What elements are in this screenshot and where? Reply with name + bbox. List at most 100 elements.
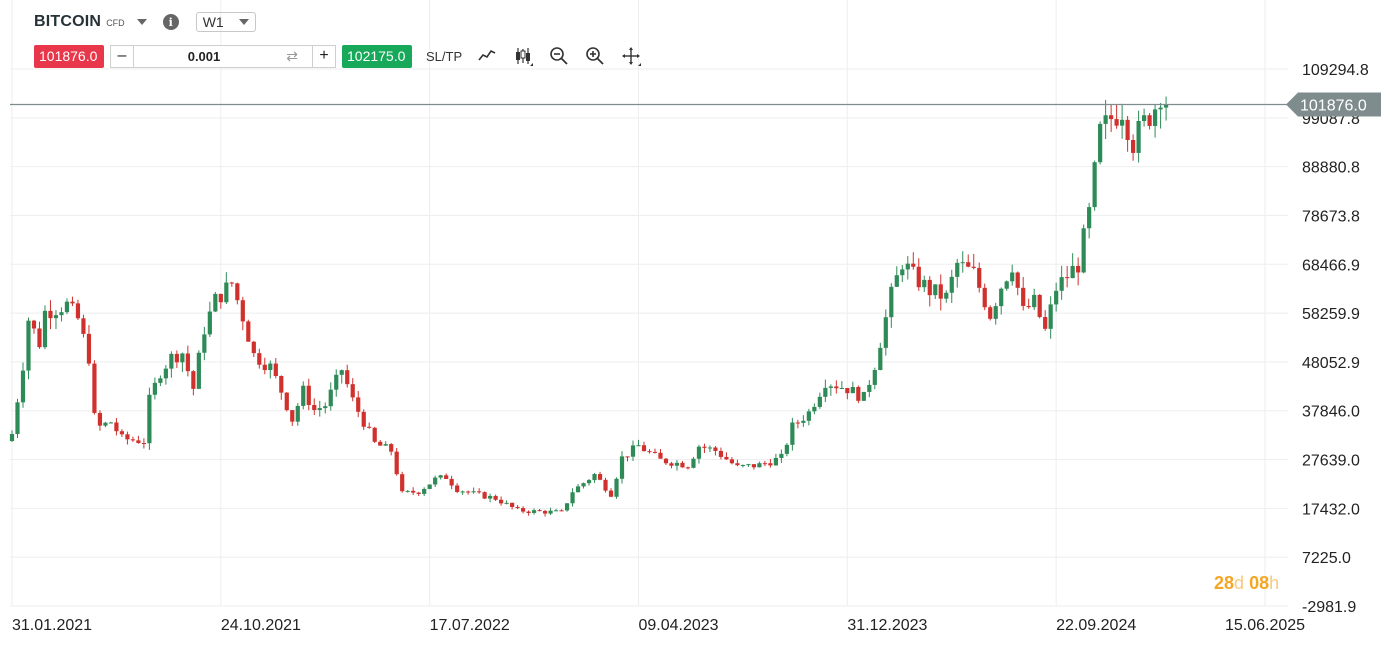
candle-body	[1109, 115, 1114, 120]
candlestick-icon[interactable]	[512, 45, 534, 67]
candle-body	[916, 266, 921, 288]
candle-body	[328, 389, 333, 407]
candle-down	[361, 409, 366, 430]
candle-down	[191, 370, 196, 396]
swap-icon[interactable]: ⇄	[286, 47, 298, 64]
buy-button[interactable]: 102175.0	[342, 44, 412, 68]
candle-up	[317, 400, 322, 417]
increase-quantity-button[interactable]: +	[319, 47, 329, 64]
candle-body	[542, 511, 548, 514]
candle-body	[97, 412, 103, 426]
candle-body	[1125, 119, 1130, 141]
candle-up	[20, 362, 26, 408]
sell-button[interactable]: 101876.0	[34, 44, 104, 68]
candle-body	[207, 311, 212, 335]
candle-up	[949, 269, 954, 304]
quantity-input[interactable]: 0.001 ⇄	[133, 45, 313, 67]
candle-up	[59, 307, 64, 322]
candle-body	[64, 301, 70, 313]
candle-body	[1043, 317, 1048, 329]
candle-up	[1098, 121, 1103, 165]
candle-body	[1087, 207, 1092, 229]
candle-down	[685, 466, 691, 470]
candle-body	[31, 320, 37, 329]
candle-body	[900, 269, 905, 276]
candle-body	[152, 382, 157, 395]
candle-down	[400, 471, 405, 493]
quantity-value: 0.001	[187, 48, 221, 64]
candle-down	[927, 276, 932, 307]
candle-body	[196, 352, 201, 389]
candle-down	[520, 506, 526, 514]
x-tick-label: 17.07.2022	[430, 617, 510, 634]
candle-body	[779, 453, 784, 458]
candle-body	[531, 510, 537, 513]
candle-down	[229, 281, 234, 287]
candle-body	[707, 447, 713, 449]
candle-body	[553, 510, 559, 512]
zoom-in-icon[interactable]	[584, 45, 606, 67]
sltp-button[interactable]: SL/TP	[426, 48, 463, 64]
candle-body	[394, 451, 399, 475]
candle-up	[103, 421, 108, 428]
candle-body	[784, 444, 789, 454]
candle-up	[1054, 282, 1059, 312]
candle-up	[169, 351, 174, 378]
candle-up	[553, 508, 559, 512]
candle-body	[37, 328, 42, 348]
candle-body	[806, 411, 811, 421]
candle-body	[224, 282, 229, 303]
candle-body	[26, 320, 31, 371]
candle-down	[938, 274, 943, 311]
x-tick-label: 09.04.2023	[639, 617, 719, 634]
info-icon[interactable]: i	[162, 14, 179, 30]
candle-down	[141, 438, 146, 449]
candle-up	[614, 477, 619, 499]
candle-body	[817, 396, 822, 407]
candle-body	[911, 263, 916, 267]
candle-up	[196, 350, 201, 390]
timeframe-select[interactable]: W1	[195, 12, 256, 32]
candle-up	[9, 430, 15, 442]
candle-body	[922, 279, 927, 288]
symbol-name[interactable]: BITCOIN	[34, 13, 102, 30]
candle-down	[185, 345, 190, 377]
candle-body	[680, 462, 685, 468]
candle-up	[999, 287, 1004, 315]
candle-body	[504, 502, 509, 504]
candle-body	[839, 388, 844, 390]
candle-body	[108, 422, 114, 424]
zoom-out-icon[interactable]	[548, 45, 570, 67]
crosshair-move-icon[interactable]	[620, 45, 642, 67]
line-chart-icon[interactable]	[476, 45, 498, 67]
candle-up	[993, 302, 998, 325]
candle-body	[548, 510, 553, 514]
trade-bar: 101876.0 – 0.001 ⇄ + 102175.0 SL/TP	[34, 44, 642, 68]
candle-body	[652, 451, 658, 453]
candle-body	[246, 321, 251, 342]
price-tag-shape	[1286, 92, 1381, 117]
candle-up	[839, 381, 844, 390]
candle-up	[586, 478, 592, 486]
candle-down	[856, 385, 861, 404]
symbol-dropdown-chevron-icon[interactable]	[136, 19, 147, 25]
candle-body	[1081, 228, 1086, 273]
candle-down	[1147, 112, 1152, 130]
candle-down	[306, 378, 311, 411]
decrease-quantity-button[interactable]: –	[117, 47, 127, 64]
candle-down	[37, 321, 42, 349]
candle-body	[350, 384, 355, 398]
candle-up	[42, 305, 48, 350]
candle-body	[867, 384, 872, 392]
candle-down	[284, 392, 289, 412]
candle-up	[933, 284, 938, 299]
candle-body	[92, 363, 97, 413]
candle-body	[735, 463, 740, 466]
candle-body	[878, 347, 883, 371]
candle-down	[669, 461, 674, 469]
candle-body	[185, 353, 190, 372]
candle-body	[696, 446, 702, 459]
candle-body	[834, 386, 839, 389]
candle-up	[531, 508, 537, 515]
